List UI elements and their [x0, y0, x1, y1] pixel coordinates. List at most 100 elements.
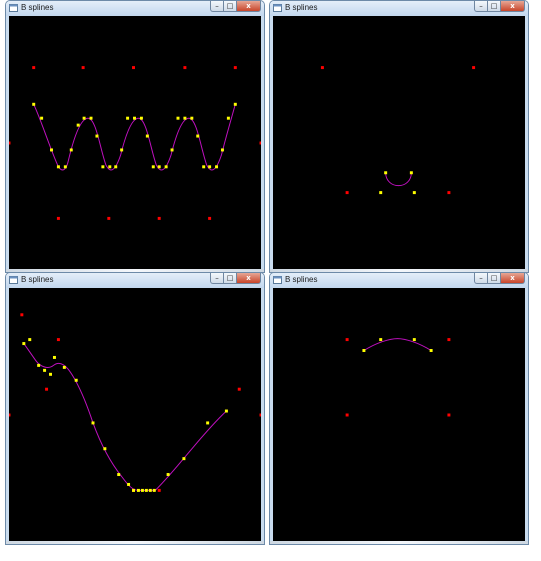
spline-canvas-svg[interactable] — [9, 288, 261, 541]
curve-point[interactable] — [117, 473, 121, 477]
curve-point[interactable] — [224, 409, 228, 413]
curve-point[interactable] — [40, 116, 44, 120]
curve-point[interactable] — [170, 148, 174, 152]
curve-point[interactable] — [379, 191, 383, 195]
curve-point[interactable] — [74, 378, 78, 382]
curve-point[interactable] — [148, 488, 152, 492]
spline-canvas-svg[interactable] — [9, 16, 261, 269]
curve-point[interactable] — [144, 488, 148, 492]
curve-point[interactable] — [384, 171, 388, 175]
control-point[interactable] — [259, 141, 261, 145]
drawing-canvas[interactable] — [9, 288, 261, 541]
curve-point[interactable] — [69, 148, 73, 152]
curve-point[interactable] — [76, 123, 80, 127]
control-point[interactable] — [56, 338, 60, 342]
curve-point[interactable] — [89, 116, 93, 120]
curve-point[interactable] — [164, 165, 168, 169]
curve-point[interactable] — [202, 165, 206, 169]
title-bar[interactable]: B splines – □ x — [270, 273, 528, 288]
curve-point[interactable] — [37, 363, 41, 367]
curve-point[interactable] — [139, 116, 143, 120]
control-point[interactable] — [259, 413, 261, 417]
minimize-button[interactable]: – — [474, 1, 488, 12]
control-point[interactable] — [56, 216, 60, 220]
curve-point[interactable] — [157, 165, 161, 169]
control-point[interactable] — [32, 66, 36, 70]
curve-point[interactable] — [151, 165, 155, 169]
curve-point[interactable] — [95, 134, 99, 138]
spline-canvas-svg[interactable] — [273, 288, 525, 541]
curve-point[interactable] — [108, 165, 112, 169]
control-point[interactable] — [81, 66, 85, 70]
control-point[interactable] — [233, 66, 237, 70]
title-bar[interactable]: B splines – □ x — [6, 1, 264, 16]
curve-point[interactable] — [56, 165, 60, 169]
curve-point[interactable] — [412, 338, 416, 342]
curve-point[interactable] — [220, 148, 224, 152]
control-point[interactable] — [345, 191, 349, 195]
control-point[interactable] — [45, 387, 49, 391]
curve-point[interactable] — [103, 447, 107, 451]
control-point[interactable] — [345, 413, 349, 417]
control-point[interactable] — [9, 141, 11, 145]
drawing-canvas[interactable] — [273, 16, 525, 269]
maximize-button[interactable]: □ — [488, 273, 501, 284]
curve-point[interactable] — [379, 338, 383, 342]
curve-point[interactable] — [114, 165, 118, 169]
curve-point[interactable] — [101, 165, 105, 169]
curve-point[interactable] — [52, 355, 56, 359]
curve-point[interactable] — [152, 488, 156, 492]
curve-point[interactable] — [145, 134, 149, 138]
curve-point[interactable] — [233, 102, 237, 106]
curve-point[interactable] — [91, 421, 95, 425]
curve-point[interactable] — [362, 349, 366, 352]
curve-point[interactable] — [127, 482, 131, 486]
maximize-button[interactable]: □ — [224, 273, 237, 284]
control-point[interactable] — [345, 338, 349, 342]
minimize-button[interactable]: – — [210, 1, 224, 12]
curve-point[interactable] — [82, 116, 86, 120]
curve-point[interactable] — [43, 368, 47, 372]
curve-point[interactable] — [196, 134, 200, 138]
curve-point[interactable] — [63, 165, 67, 169]
control-point[interactable] — [447, 191, 451, 195]
curve-point[interactable] — [409, 171, 413, 175]
maximize-button[interactable]: □ — [224, 1, 237, 12]
curve-point[interactable] — [133, 116, 136, 120]
control-point[interactable] — [447, 413, 451, 417]
close-button[interactable]: x — [501, 273, 525, 284]
close-button[interactable]: x — [237, 273, 261, 284]
control-point[interactable] — [132, 66, 135, 70]
spline-canvas-svg[interactable] — [273, 16, 525, 269]
control-point[interactable] — [447, 338, 451, 342]
curve-point[interactable] — [22, 342, 26, 346]
curve-point[interactable] — [208, 165, 212, 169]
minimize-button[interactable]: – — [474, 273, 488, 284]
curve-point[interactable] — [32, 102, 36, 106]
minimize-button[interactable]: – — [210, 273, 224, 284]
curve-point[interactable] — [28, 338, 32, 342]
control-point[interactable] — [320, 66, 324, 70]
curve-point[interactable] — [182, 457, 186, 461]
curve-point[interactable] — [120, 148, 124, 152]
drawing-canvas[interactable] — [9, 16, 261, 269]
curve-point[interactable] — [176, 116, 180, 120]
curve-point[interactable] — [190, 116, 194, 120]
close-button[interactable]: x — [237, 1, 261, 12]
drawing-canvas[interactable] — [273, 288, 525, 541]
curve-point[interactable] — [126, 116, 130, 120]
title-bar[interactable]: B splines – □ x — [270, 1, 528, 16]
curve-point[interactable] — [140, 488, 144, 492]
control-point[interactable] — [157, 488, 161, 492]
curve-point[interactable] — [50, 148, 53, 152]
control-point[interactable] — [237, 387, 241, 391]
control-point[interactable] — [107, 216, 111, 220]
curve-point[interactable] — [62, 365, 66, 369]
curve-point[interactable] — [132, 488, 135, 492]
control-point[interactable] — [20, 313, 24, 317]
title-bar[interactable]: B splines – □ x — [6, 273, 264, 288]
curve-point[interactable] — [412, 191, 416, 195]
curve-point[interactable] — [206, 421, 210, 425]
control-point[interactable] — [472, 66, 476, 70]
curve-point[interactable] — [215, 165, 219, 169]
